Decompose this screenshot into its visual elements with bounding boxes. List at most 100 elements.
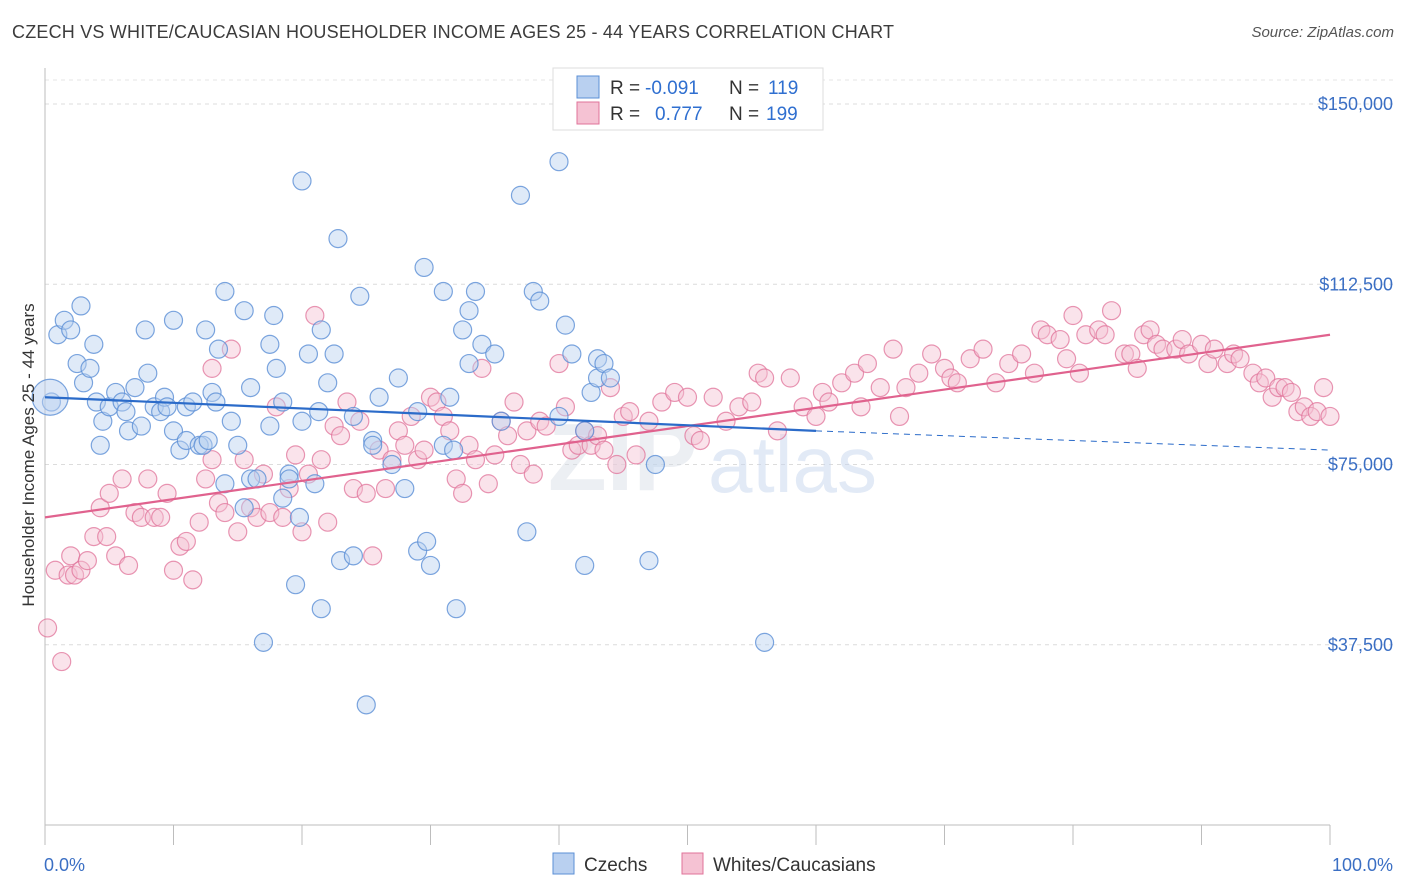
white-point (1024, 363, 1045, 383)
czech-point (289, 507, 310, 527)
white-point (690, 430, 710, 451)
y-tick-label-3: $150,000 (1318, 94, 1393, 114)
white-point (260, 502, 280, 523)
czech-point (754, 632, 775, 652)
czech-point (523, 281, 543, 302)
white-point (889, 406, 910, 427)
white-point (922, 344, 942, 364)
czech-point (575, 555, 595, 576)
czech-point (453, 320, 473, 340)
white-point (1307, 402, 1327, 422)
white-point (97, 527, 117, 547)
czech-point (388, 368, 408, 388)
white-point (1262, 387, 1282, 407)
czech-point (433, 435, 453, 455)
legend-white-n-value: 199 (766, 104, 798, 125)
white-point (1166, 339, 1186, 359)
czech-point (67, 353, 87, 374)
czech-point (221, 411, 241, 431)
white-point (1069, 363, 1090, 383)
czech-point (228, 435, 248, 455)
white-point (767, 421, 788, 441)
y-axis-title: Householder Income Ages 25 - 44 years (19, 303, 38, 606)
white-point (1011, 344, 1032, 364)
white-point (870, 378, 890, 398)
czech-point (196, 320, 216, 340)
czech-point (198, 430, 218, 451)
white-point (311, 450, 331, 470)
czech-point (71, 296, 91, 316)
czech-point (135, 320, 155, 340)
white-point (356, 483, 376, 503)
czech-point (285, 575, 306, 595)
czech-point (234, 498, 254, 518)
czech-point (417, 531, 437, 552)
legend-label-czechs: Czechs (584, 855, 647, 876)
czech-point (343, 546, 363, 566)
white-point (285, 445, 306, 465)
white-point (883, 339, 903, 359)
white-point (472, 358, 492, 378)
czech-point (131, 416, 151, 436)
czech-point (138, 363, 158, 383)
czech-point (459, 353, 479, 374)
white-point (77, 551, 98, 571)
white-point (99, 483, 119, 503)
czech-point (530, 291, 550, 311)
white-point (453, 483, 473, 503)
white-point (594, 440, 614, 460)
czech-point (260, 416, 280, 436)
white-point (247, 507, 267, 527)
trend-line-czechs (44, 396, 817, 432)
white-point (318, 512, 338, 532)
czech-point (170, 440, 190, 460)
legend-czech-r-value: -0.091 (645, 78, 699, 99)
white-point (478, 474, 498, 494)
x-tick-label-1: 100.0% (1332, 855, 1393, 875)
czech-point (328, 229, 348, 249)
y-tick-labels: $37,500 $75,000 $112,500 $150,000 (1318, 94, 1393, 655)
czech-point (472, 334, 492, 354)
watermark-atlas: atlas (708, 420, 877, 509)
white-point (37, 618, 58, 638)
czech-point (549, 152, 569, 172)
czech-point (266, 358, 286, 378)
white-point (729, 397, 749, 417)
czech-point (350, 286, 370, 306)
white-point (517, 421, 537, 441)
white-point (1056, 349, 1077, 369)
white-point (273, 507, 293, 527)
white-point (600, 378, 621, 398)
czech-point (440, 387, 460, 407)
legend-stats: R = -0.091 N = 119 R = 0.777 N = 199 (552, 67, 824, 131)
white-point (363, 546, 383, 566)
legend-white-r-label: R = (610, 104, 640, 125)
white-point (742, 392, 762, 412)
czech-point (80, 358, 100, 378)
czech-point (420, 555, 441, 576)
white-point (215, 502, 235, 523)
white-point (241, 498, 261, 518)
white-point (626, 445, 646, 465)
czech-point (318, 373, 338, 393)
white-point (1063, 305, 1083, 326)
white-point (999, 353, 1019, 374)
white-point (324, 416, 344, 436)
legend-czech-r-label: R = (610, 78, 640, 99)
white-point (1230, 349, 1250, 369)
white-point (620, 402, 640, 422)
white-point (163, 560, 184, 580)
czech-point (517, 522, 537, 542)
source-label: Source: ZipAtlas.com (1251, 24, 1394, 41)
white-point (909, 363, 929, 383)
legend-white-r-value: 0.777 (655, 104, 703, 125)
white-point (780, 368, 800, 388)
white-point (228, 522, 248, 542)
white-point (151, 507, 171, 527)
white-point (1320, 406, 1340, 427)
czech-point (446, 599, 466, 619)
white-point (202, 450, 222, 470)
legend-label-whites: Whites/Caucasians (713, 855, 876, 876)
czech-point (206, 392, 226, 412)
white-point (934, 358, 955, 378)
